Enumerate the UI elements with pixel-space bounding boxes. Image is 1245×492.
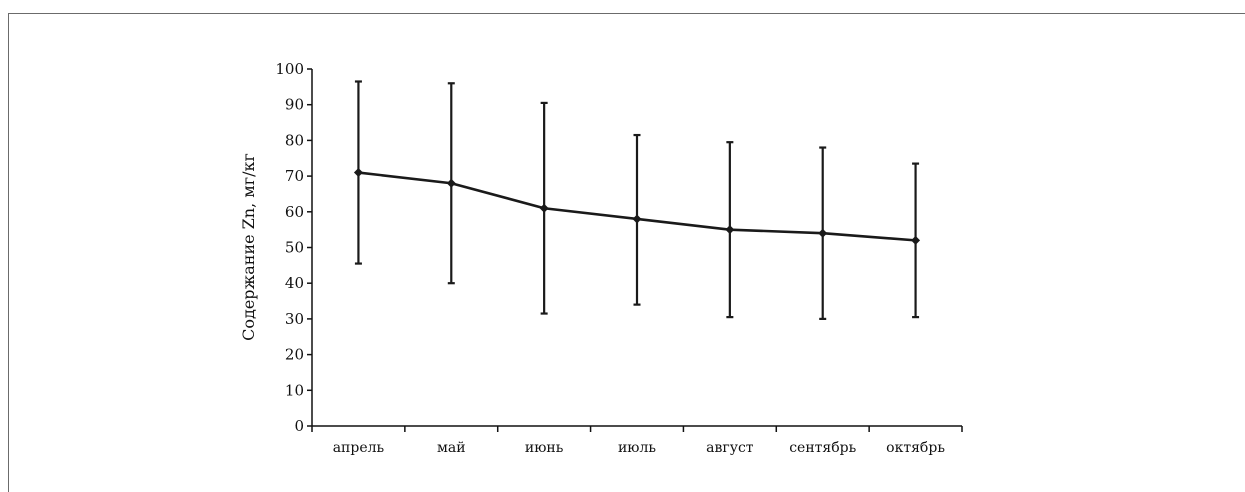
x-tick-label: апрель <box>333 440 385 456</box>
x-axis: апрель май июнь июль август сентябрь октябрь <box>311 425 963 456</box>
y-tick-label: 10 <box>285 381 304 399</box>
x-tick-label: октябрь <box>886 440 945 456</box>
y-tick-label: 40 <box>285 274 304 292</box>
y-tick-label: 80 <box>285 131 304 149</box>
data-point <box>353 168 363 178</box>
y-tick-label: 90 <box>285 96 304 114</box>
x-tick-label: июль <box>618 440 656 456</box>
error-bars <box>354 80 920 320</box>
y-tick-label: 30 <box>285 310 304 328</box>
y-axis-label: Содержание Zn, мг/кг <box>239 153 258 341</box>
x-tick-label: сентябрь <box>789 440 856 456</box>
chart-frame <box>8 13 1245 492</box>
x-tick-label: август <box>706 440 754 456</box>
data-point <box>632 214 642 224</box>
data-point <box>539 203 549 213</box>
data-point <box>725 225 735 235</box>
data-points <box>353 168 921 245</box>
x-tick-label: июнь <box>525 440 564 456</box>
y-tick-label: 70 <box>285 167 304 185</box>
y-tick-label: 0 <box>294 417 304 435</box>
y-axis: 0 10 20 30 40 50 60 70 80 90 100 <box>275 60 313 435</box>
y-tick-label: 50 <box>285 239 304 257</box>
y-tick-label: 100 <box>275 60 304 78</box>
data-point <box>446 178 456 188</box>
y-tick-label: 60 <box>285 203 304 221</box>
x-tick-label: май <box>437 440 466 456</box>
data-point <box>911 235 921 245</box>
data-point <box>818 228 828 238</box>
y-tick-label: 20 <box>285 346 304 364</box>
